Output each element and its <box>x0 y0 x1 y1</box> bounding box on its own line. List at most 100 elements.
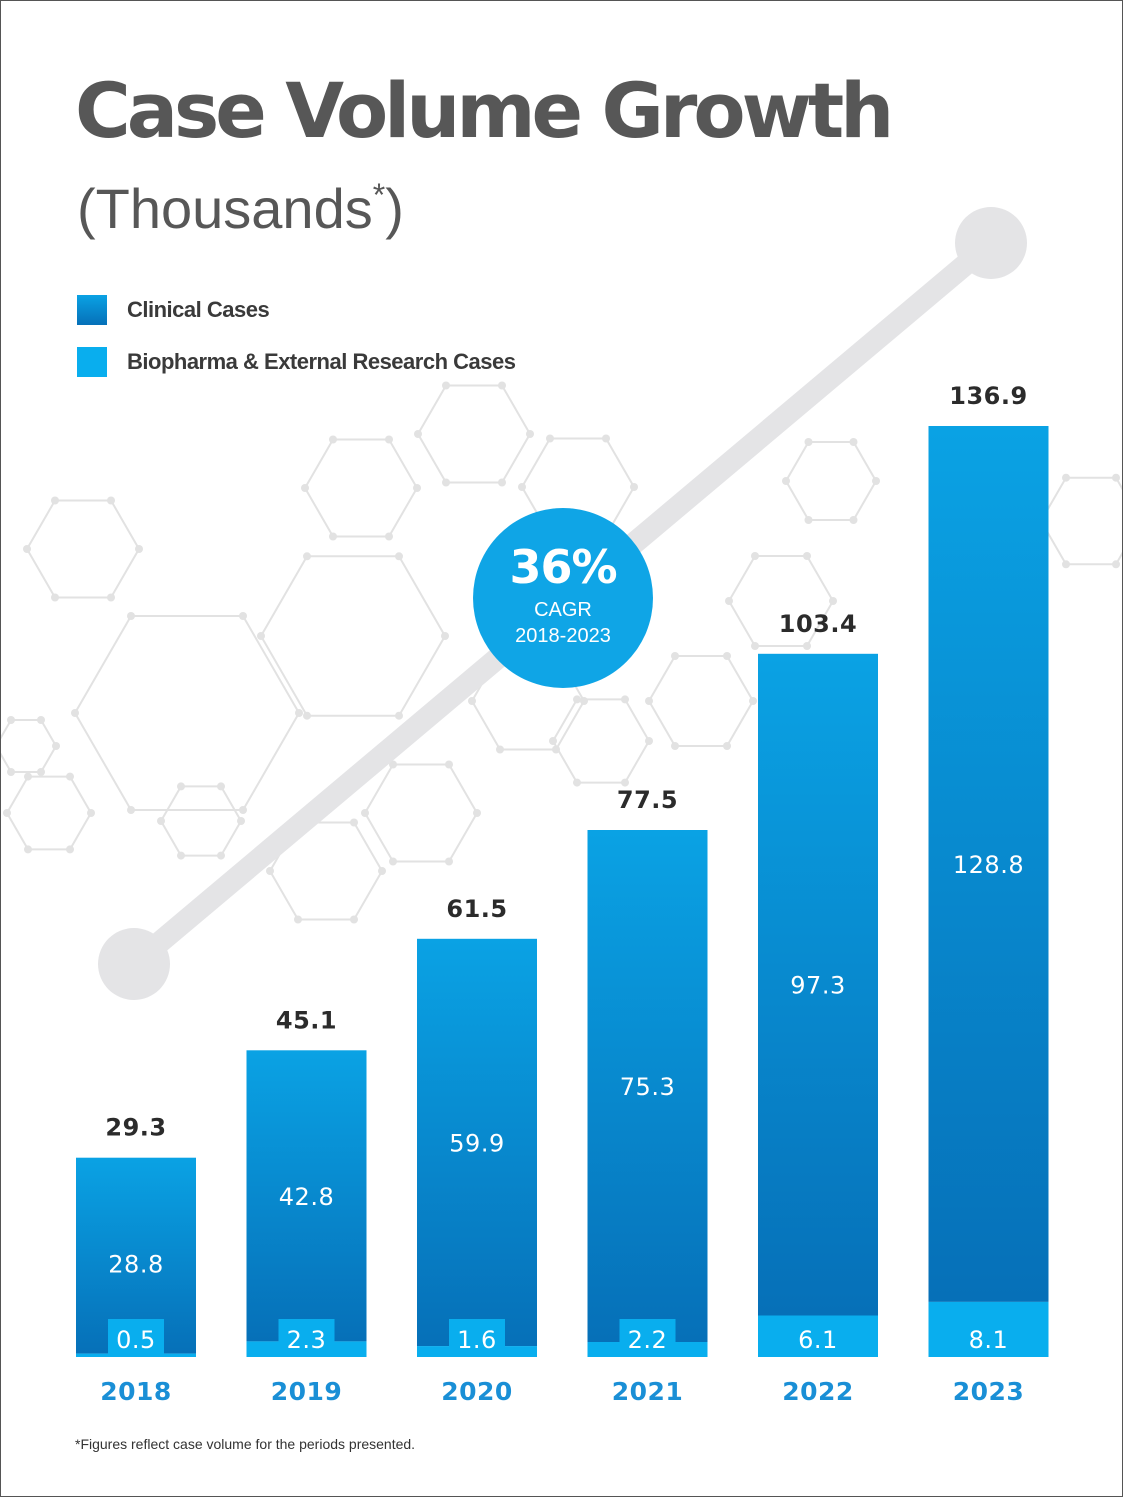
hexagon-node <box>849 516 858 524</box>
hexagon-node <box>71 709 79 717</box>
hexagon-node <box>518 483 526 491</box>
hexagon-node <box>621 778 629 787</box>
hexagon-node <box>51 593 59 602</box>
hexagon-node <box>24 772 32 781</box>
x-tick-label-2023: 2023 <box>953 1377 1025 1406</box>
hexagon-outline <box>259 555 447 717</box>
hexagon-outline <box>363 763 479 863</box>
hexagon-node <box>66 845 74 854</box>
hexagon-node <box>723 652 731 660</box>
label-total-2022: 103.4 <box>779 610 857 638</box>
hexagon-node <box>66 772 74 781</box>
hexagon-node <box>549 737 557 745</box>
hexagon-node <box>442 478 450 487</box>
hexagon-node <box>385 532 393 541</box>
hexagon-node <box>723 742 731 750</box>
label-total-2018: 29.3 <box>105 1114 166 1142</box>
label-biopharma-2018: 0.5 <box>116 1326 156 1354</box>
hexagon-node <box>301 484 309 492</box>
hexagon-node <box>442 381 450 390</box>
hexagon-node <box>671 742 679 750</box>
label-biopharma-2022: 6.1 <box>798 1326 838 1354</box>
cagr-label: CAGR <box>534 599 592 621</box>
hexagon-node <box>350 818 358 827</box>
bar-clinical-2019 <box>246 1050 367 1342</box>
chart-title: Case Volume Growth <box>75 66 894 155</box>
hexagon-node <box>468 697 476 705</box>
label-clinical-2022: 97.3 <box>790 972 845 1000</box>
hexagon-node <box>749 697 757 705</box>
label-total-2019: 45.1 <box>276 1006 337 1034</box>
hexagon-node <box>3 809 11 817</box>
hexagon-node <box>37 716 45 724</box>
hexagon-node <box>782 477 790 485</box>
hexagon-node <box>872 477 880 485</box>
label-clinical-2019: 42.8 <box>279 1183 334 1211</box>
hexagon-node <box>804 516 813 524</box>
bars <box>76 426 1049 1357</box>
hexagon-node <box>7 716 15 724</box>
hexagon-background-pattern <box>1 381 1122 924</box>
hexagon-node <box>445 760 453 769</box>
subtitle-close: ) <box>385 177 404 240</box>
hexagon-outline <box>647 655 755 747</box>
hexagon-node <box>127 806 135 814</box>
hexagon-node <box>1062 560 1070 569</box>
hexagon-outline <box>1 719 58 773</box>
hexagon-node <box>473 809 481 817</box>
hexagon-node <box>645 697 653 705</box>
hexagon-outline <box>5 775 93 851</box>
hexagon-node <box>573 695 581 704</box>
hexagon-node <box>630 483 638 491</box>
hexagon-node <box>849 438 858 446</box>
hexagon-node <box>445 857 453 866</box>
data-labels: 0.5 28.8 29.3 2018 2.3 42.8 45.1 2019 1.6 59.9 61.… <box>100 382 1027 1406</box>
bar-biopharma-2022 <box>758 1315 878 1357</box>
biopharma-label-tab-2019 <box>278 1319 335 1357</box>
chart-subtitle: (Thousands*) <box>77 179 404 237</box>
hexagon-outline <box>25 499 141 599</box>
hexagon-node <box>107 593 115 602</box>
hexagon-node <box>329 435 337 444</box>
hexagon-node <box>498 478 506 487</box>
trend-line-start-dot <box>98 928 170 1000</box>
label-clinical-2023: 128.8 <box>953 851 1024 879</box>
bar-biopharma-2023 <box>928 1301 1049 1357</box>
hexagon-node <box>257 632 265 640</box>
hexagon-node <box>645 737 653 745</box>
hexagon-node <box>135 545 143 553</box>
hexagon-node <box>389 857 397 866</box>
label-clinical-2020: 59.9 <box>449 1129 504 1157</box>
cagr-period: 2018-2023 <box>515 625 611 647</box>
hexagon-outline <box>416 384 532 484</box>
hexagon-node <box>239 806 247 814</box>
label-biopharma-2021: 2.2 <box>628 1326 668 1354</box>
hexagon-node <box>573 778 581 787</box>
biopharma-label-tab-2018 <box>108 1319 164 1357</box>
hexagon-outline <box>1039 476 1122 566</box>
hexagon-node <box>498 381 506 390</box>
hexagon-node <box>239 612 247 620</box>
hexagon-node <box>803 642 811 650</box>
hexagon-node <box>157 817 165 825</box>
label-clinical-2018: 28.8 <box>108 1251 163 1279</box>
hexagon-outline <box>551 698 651 784</box>
bar-clinical-2020 <box>417 938 537 1347</box>
cagr-value: 36% <box>509 540 617 594</box>
x-tick-label-2021: 2021 <box>612 1377 684 1406</box>
trend-line-end-dot <box>955 207 1027 279</box>
hexagon-node <box>303 552 311 561</box>
hexagon-node <box>526 430 534 438</box>
biopharma-label-tab-2020 <box>449 1319 505 1357</box>
label-total-2023: 136.9 <box>949 382 1027 410</box>
hexagon-node <box>496 745 504 754</box>
hexagon-outline <box>159 785 243 857</box>
hexagon-node <box>329 532 337 541</box>
hexagon-node <box>350 915 358 924</box>
hexagon-node <box>378 867 386 875</box>
legend-swatch-biopharma <box>77 347 107 377</box>
bar-clinical-2021 <box>587 830 708 1343</box>
hexagon-node <box>1112 473 1120 482</box>
